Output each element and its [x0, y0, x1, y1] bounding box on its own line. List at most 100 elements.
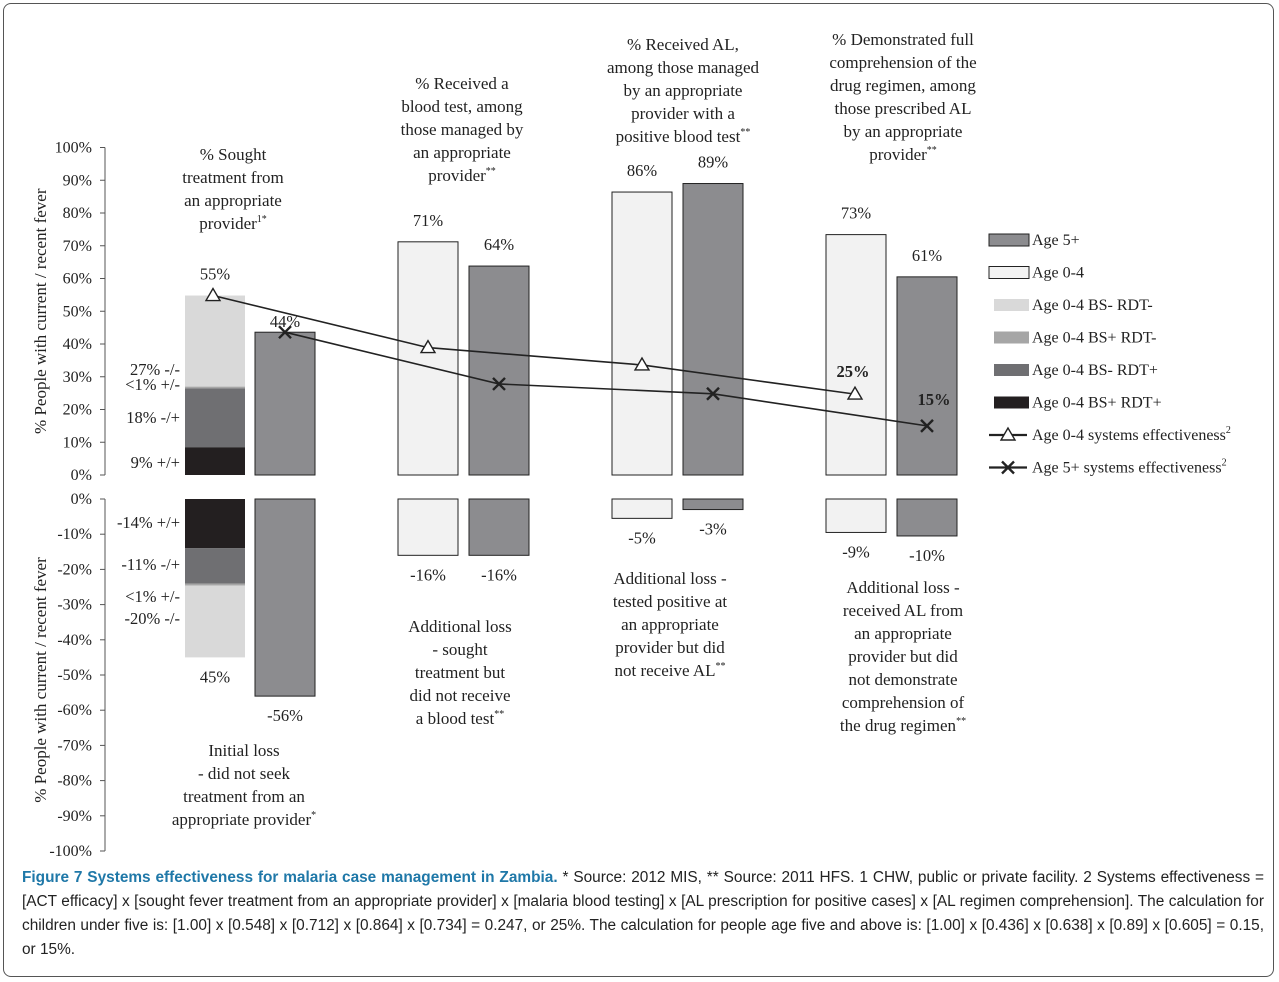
lower-tick-label: -60%	[57, 702, 92, 719]
bar-age04-positive-segment	[185, 295, 245, 387]
data-label-age04-loss: -16%	[410, 565, 446, 584]
systems-effectiveness-chart: 100% 90% 80% 70% 60% 50% 40% 30% 20% 10% 0% 0% -10% -…	[31, 30, 1231, 860]
legend-swatch	[988, 233, 1030, 247]
axes: 100% 90% 80% 70% 60% 50% 40% 30% 20% 10% 0% 0% -10% -…	[31, 140, 106, 860]
loss-text-line: tested positive at	[613, 592, 728, 611]
bar-age5	[254, 331, 316, 476]
marker-x	[492, 377, 506, 391]
data-label-age5-loss: -10%	[909, 546, 945, 565]
lower-tick-label: 0%	[71, 491, 92, 508]
figure-caption: Figure 7 Systems effectiveness for malar…	[22, 866, 1264, 962]
marker-triangle	[204, 287, 222, 302]
marker-triangle	[633, 356, 651, 371]
loss-text-line: an appropriate	[621, 615, 719, 634]
upper-y-axis-title: % People with current / recent fever	[31, 188, 50, 434]
bar-age04-positive-segment	[185, 388, 245, 448]
stage-title-line: those managed by	[401, 120, 524, 139]
data-label-age5-loss: -56%	[267, 706, 303, 725]
lower-tick-label: -50%	[57, 667, 92, 684]
bar-age04-negative-segment	[185, 499, 245, 549]
legend-triangle-icon	[999, 426, 1017, 441]
lower-tick-label: -10%	[57, 526, 92, 543]
stage-title-line: comprehension of the	[829, 53, 976, 72]
marker-triangle	[419, 339, 437, 354]
marker-x	[706, 386, 720, 401]
bar-age5	[682, 183, 744, 476]
stage-title-line: provider**	[869, 145, 937, 164]
stack-label-positive: <1% +/-	[125, 375, 180, 394]
stack-label-positive: 27% -/-	[130, 360, 180, 379]
loss-text-line: an appropriate	[854, 624, 952, 643]
upper-tick-label: 0%	[71, 467, 92, 484]
upper-tick-label: 80%	[63, 205, 92, 222]
legend-label: Age 0-4	[1032, 265, 1084, 282]
upper-tick-label: 90%	[63, 172, 92, 189]
loss-text-line: Initial loss	[208, 741, 279, 760]
bar-age04-loss	[825, 498, 887, 533]
data-label-age5: 61%	[912, 246, 943, 265]
stack-label-positive: 18% -/+	[126, 408, 180, 427]
stage-title-line: % Sought	[200, 145, 267, 164]
bar-age5	[896, 276, 958, 476]
marker-triangle	[846, 385, 864, 400]
data-label-age5: 44%	[270, 312, 301, 331]
data-label-age5: 64%	[484, 235, 515, 254]
upper-tick-label: 40%	[63, 336, 92, 353]
stage-title-line: provider with a	[631, 104, 735, 123]
legend-x-icon	[1001, 460, 1015, 475]
stage-title-line: by an appropriate	[844, 122, 963, 141]
legend-label: Age 0-4 BS- RDT-	[1032, 297, 1153, 314]
bar-age04-loss	[611, 498, 673, 519]
upper-tick-label: 50%	[63, 303, 92, 320]
loss-text-line: comprehension of	[842, 693, 965, 712]
stage-title-line: an appropriate	[413, 143, 511, 162]
loss-text-line: not receive AL**	[614, 661, 725, 680]
bars	[185, 183, 958, 697]
stack-label-negative: <1% +/-	[125, 587, 180, 606]
bar-age04-positive-segment	[185, 447, 245, 475]
loss-text-line: received AL from	[843, 601, 963, 620]
loss-text-line: treatment from an	[183, 787, 305, 806]
stage-title-line: an appropriate	[184, 191, 282, 210]
loss-text-line: appropriate provider*	[172, 810, 316, 829]
loss-text-line: Additional loss -	[846, 578, 960, 597]
lower-tick-label: -80%	[57, 773, 92, 790]
stage-title-line: treatment from	[182, 168, 284, 187]
stage-title-line: provider1*	[199, 214, 267, 233]
stack-label-negative: -20% -/-	[125, 609, 180, 628]
legend-label: Age 0-4 BS- RDT+	[1032, 362, 1158, 379]
loss-text-line: not demonstrate	[848, 670, 957, 689]
bar-age04	[825, 234, 887, 476]
loss-text-line: provider but did	[848, 647, 958, 666]
stage-title-line: provider**	[428, 166, 496, 185]
bar-age5-loss	[682, 498, 744, 511]
upper-tick-label: 10%	[63, 434, 92, 451]
upper-tick-label: 30%	[63, 369, 92, 386]
legend-label: Age 5+ systems effectiveness2	[1032, 458, 1227, 477]
stage-title-line: those prescribed AL	[835, 99, 972, 118]
bar-age04-loss	[397, 498, 459, 556]
legend-label: Age 5+	[1032, 232, 1080, 249]
lower-tick-label: -20%	[57, 561, 92, 578]
upper-tick-label: 100%	[55, 140, 92, 157]
data-label-age04-loss: -5%	[628, 528, 656, 547]
stage-title-line: among those managed	[607, 58, 760, 77]
stage-title-line: % Received a	[415, 74, 509, 93]
lower-tick-label: -90%	[57, 808, 92, 825]
data-label-age04: 86%	[627, 161, 658, 180]
loss-text-line: - sought	[432, 640, 488, 659]
caption-title: Figure 7 Systems effectiveness for malar…	[22, 869, 558, 886]
loss-text-line: treatment but	[415, 663, 505, 682]
stage-title-line: % Received AL,	[627, 35, 739, 54]
lower-tick-label: -100%	[49, 843, 92, 860]
loss-text-line: the drug regimen**	[840, 716, 966, 735]
loss-text-line: Additional loss -	[613, 569, 727, 588]
data-label-age04: 73%	[841, 204, 872, 223]
data-label-age5-loss: -3%	[699, 520, 727, 539]
figure-frame	[3, 3, 1274, 977]
bar-age5	[468, 265, 530, 476]
bar-age04	[397, 241, 459, 476]
bar-age5-loss	[254, 498, 316, 697]
data-label-age04: 55%	[200, 265, 231, 284]
marker-x	[920, 419, 934, 433]
